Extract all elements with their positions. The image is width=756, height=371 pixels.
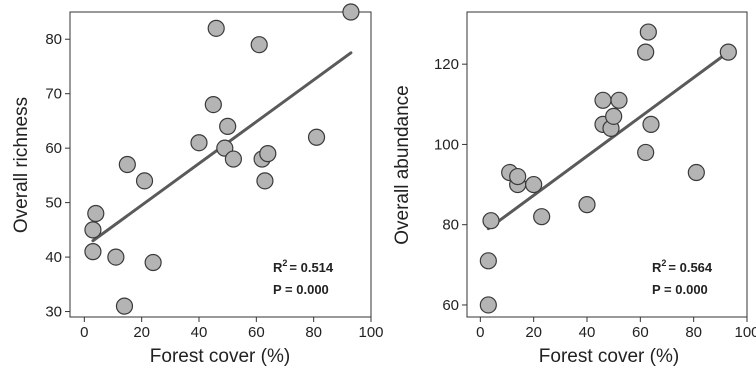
trend-line	[486, 50, 730, 231]
data-point	[637, 43, 655, 61]
plot-frame	[466, 11, 748, 318]
y-tick-label: 80	[45, 31, 62, 48]
y-tick-label: 60	[45, 140, 62, 157]
data-point	[204, 95, 222, 114]
y-tick-label: 70	[45, 86, 62, 103]
data-point	[687, 163, 705, 182]
data-point	[250, 36, 268, 54]
r-squared-value: = 0.564	[668, 260, 713, 275]
data-point	[107, 248, 125, 266]
r-squared-prefix: R	[652, 260, 662, 275]
x-tick-label: 0	[476, 324, 484, 341]
data-point	[342, 3, 360, 21]
data-point	[144, 253, 162, 272]
p-value-label: P = 0.000	[652, 282, 708, 297]
y-tick-label: 30	[45, 304, 62, 321]
points-group	[84, 3, 360, 315]
data-point	[642, 115, 660, 133]
tick-group: 0 20 40 60 80 100 30 40 50 60 70 80	[45, 31, 383, 341]
r-squared-prefix: R	[273, 260, 283, 275]
data-point	[479, 252, 497, 270]
x-axis-title: Forest cover (%)	[150, 346, 290, 367]
points-group	[479, 23, 737, 314]
data-point	[509, 167, 527, 186]
r-squared-value: = 0.514	[289, 260, 334, 275]
data-point	[219, 117, 237, 135]
data-point	[115, 297, 134, 315]
p-value-label: P = 0.000	[273, 282, 329, 297]
x-tick-label: 80	[305, 324, 322, 341]
y-tick-label: 120	[434, 56, 459, 73]
data-point	[256, 172, 274, 190]
data-point	[610, 91, 628, 109]
data-point	[224, 150, 242, 168]
data-point	[190, 134, 208, 152]
r-squared-superscript: 2	[282, 258, 287, 268]
data-point	[719, 43, 737, 61]
data-point	[207, 19, 225, 37]
trendline-group	[486, 50, 730, 231]
data-point	[639, 23, 657, 41]
x-tick-label: 100	[734, 324, 756, 341]
data-point	[84, 243, 102, 261]
x-tick-label: 0	[80, 324, 88, 341]
x-tick-label: 60	[632, 324, 649, 341]
data-point	[533, 208, 551, 226]
data-point	[594, 91, 612, 109]
y-tick-label: 50	[45, 195, 62, 212]
y-tick-label: 40	[45, 249, 62, 266]
data-point	[307, 128, 326, 146]
x-tick-label: 80	[685, 324, 702, 341]
x-tick-label: 40	[579, 324, 596, 341]
data-point	[637, 143, 655, 162]
richness-panel: 0 20 40 60 80 100 30 40 50 60 70 80 Forest cover (%…	[11, 3, 384, 367]
plot-frame	[69, 11, 372, 318]
y-axis-title: Overall abundance	[392, 85, 413, 245]
y-tick-label: 80	[442, 217, 459, 234]
r-squared-label: R2 = 0.564	[652, 258, 713, 275]
x-tick-label: 60	[248, 324, 265, 341]
x-axis-title: Forest cover (%)	[539, 346, 679, 367]
data-point	[525, 175, 543, 194]
x-tick-label: 100	[358, 324, 383, 341]
data-point	[482, 212, 500, 230]
data-point	[84, 221, 102, 239]
r-squared-superscript: 2	[661, 258, 666, 268]
y-tick-label: 60	[442, 297, 459, 314]
y-tick-label: 100	[434, 136, 459, 153]
x-tick-label: 20	[133, 324, 150, 341]
r-squared-label: R2 = 0.514	[273, 258, 334, 275]
tick-group: 0 20 40 60 80 100 60 80 100 120	[434, 56, 756, 341]
data-point	[578, 196, 596, 214]
data-point	[605, 107, 623, 125]
data-point	[118, 155, 136, 174]
data-point	[87, 204, 105, 223]
data-point	[135, 172, 154, 190]
data-point	[479, 296, 497, 314]
x-tick-label: 40	[191, 324, 208, 341]
y-axis-title: Overall richness	[11, 97, 32, 233]
data-point	[259, 145, 277, 163]
x-tick-label: 20	[525, 324, 542, 341]
